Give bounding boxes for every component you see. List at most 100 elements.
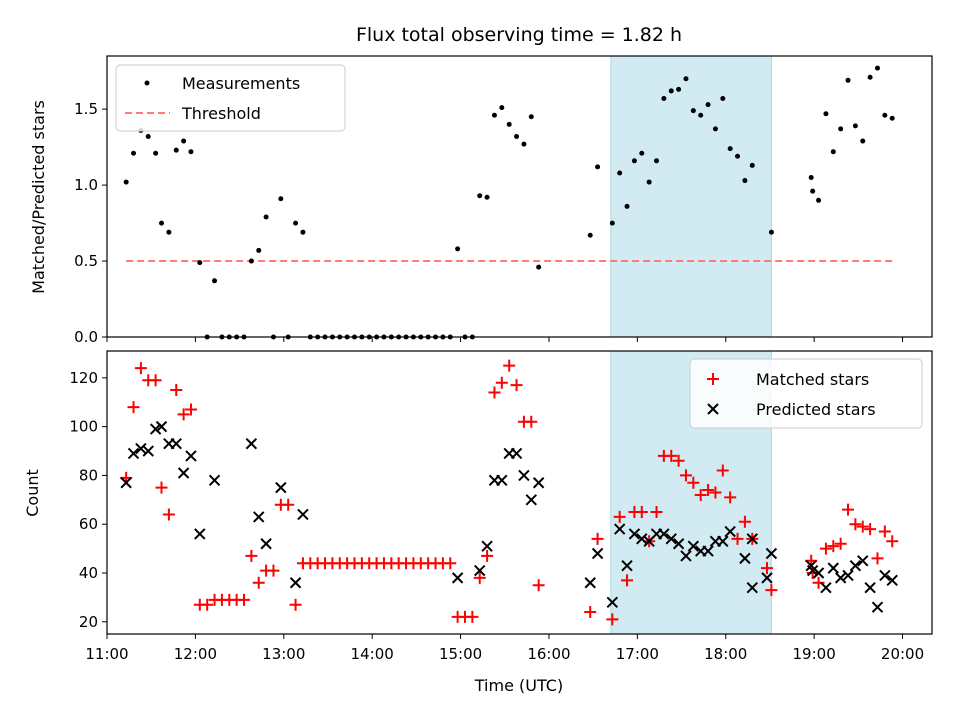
predicted-star-point bbox=[155, 420, 168, 433]
measurement-point bbox=[661, 96, 667, 102]
matched-star-point bbox=[289, 598, 302, 611]
legend-matched-label: Matched stars bbox=[756, 370, 869, 389]
predicted-star-point bbox=[510, 447, 523, 460]
measurement-point bbox=[131, 150, 137, 156]
matched-star-point bbox=[849, 518, 862, 531]
bottom-legend-box bbox=[689, 358, 923, 429]
measurement-point bbox=[810, 188, 816, 194]
predicted-star-point bbox=[886, 574, 898, 587]
legend-threshold-label: Threshold bbox=[181, 104, 261, 123]
matched-star-point bbox=[201, 598, 214, 611]
matched-star-point bbox=[481, 549, 494, 562]
measurement-point bbox=[248, 258, 254, 264]
matched-star-point bbox=[621, 574, 634, 587]
measurement-point bbox=[874, 65, 880, 71]
predicted-star-point bbox=[746, 581, 758, 594]
predicted-star-point bbox=[765, 547, 778, 560]
measurement-point bbox=[484, 194, 490, 200]
measurement-point bbox=[823, 111, 829, 117]
measurement-point bbox=[477, 193, 483, 199]
predicted-star-point bbox=[849, 559, 862, 572]
predicted-star-point bbox=[834, 572, 847, 584]
measurement-point bbox=[145, 134, 151, 140]
legend-measurements-marker bbox=[144, 80, 150, 86]
measurement-point bbox=[712, 126, 718, 132]
predicted-star-point bbox=[702, 545, 714, 557]
predicted-star-point bbox=[665, 533, 677, 545]
predicted-star-point bbox=[496, 474, 508, 487]
matched-star-point bbox=[665, 449, 678, 462]
predicted-star-point bbox=[120, 477, 132, 489]
matched-star-point bbox=[834, 537, 847, 550]
matched-star-point bbox=[806, 567, 819, 580]
predicted-star-point bbox=[591, 547, 604, 560]
matched-star-point bbox=[238, 593, 251, 606]
measurement-point bbox=[860, 138, 866, 144]
measurement-point bbox=[631, 158, 637, 164]
legend-predicted-marker bbox=[707, 403, 719, 415]
matched-star-point bbox=[282, 498, 295, 511]
measurement-point bbox=[166, 229, 172, 235]
y-tick-label: 1.5 bbox=[74, 100, 98, 118]
predicted-star-point bbox=[245, 437, 258, 450]
y-tick-label: 0.0 bbox=[74, 328, 98, 346]
measurement-point bbox=[705, 102, 711, 108]
measurement-point bbox=[587, 232, 593, 238]
matched-star-point bbox=[525, 415, 538, 428]
predicted-star-point bbox=[170, 437, 182, 450]
predicted-star-point bbox=[658, 528, 670, 540]
matched-star-point bbox=[765, 584, 778, 597]
x-tick-label: 19:00 bbox=[793, 645, 836, 663]
measurement-point bbox=[668, 88, 674, 94]
measurement-point bbox=[646, 179, 652, 185]
observing-window-shade bbox=[610, 55, 772, 338]
matched-star-point bbox=[473, 571, 486, 584]
matched-star-point bbox=[532, 579, 545, 592]
measurement-point bbox=[153, 150, 159, 156]
measurement-point bbox=[720, 96, 726, 102]
measurement-point bbox=[173, 147, 179, 153]
predicted-star-point bbox=[177, 467, 190, 479]
predicted-star-point bbox=[879, 569, 891, 582]
y-tick-label: 1.0 bbox=[74, 176, 98, 194]
measurement-point bbox=[867, 74, 873, 80]
matched-star-point bbox=[184, 403, 197, 416]
y-tick-label: 60 bbox=[79, 515, 98, 533]
predicted-star-point bbox=[518, 469, 530, 482]
measurement-point bbox=[278, 196, 284, 202]
predicted-star-point bbox=[871, 601, 884, 613]
bottom-y-axis-label: Count bbox=[23, 469, 42, 517]
predicted-star-point bbox=[812, 567, 825, 579]
matched-star-point bbox=[672, 454, 685, 467]
matched-star-point bbox=[724, 491, 737, 504]
legend-predicted-label: Predicted stars bbox=[756, 400, 876, 419]
matched-star-point bbox=[606, 613, 619, 626]
y-tick-label: 20 bbox=[79, 613, 98, 631]
measurement-point bbox=[654, 158, 660, 164]
predicted-star-point bbox=[142, 445, 154, 457]
predicted-star-point bbox=[532, 477, 545, 489]
matched-star-point bbox=[716, 464, 729, 477]
predicted-star-point bbox=[297, 508, 309, 521]
predicted-star-point bbox=[717, 535, 729, 548]
measurement-point bbox=[455, 246, 461, 252]
matched-star-point bbox=[709, 486, 722, 499]
legend-matched-marker bbox=[707, 373, 719, 385]
matched-star-point bbox=[812, 576, 825, 589]
measurement-point bbox=[263, 214, 269, 220]
measurement-point bbox=[838, 126, 844, 132]
measurement-point bbox=[690, 108, 696, 114]
measurement-point bbox=[197, 260, 203, 266]
y-tick-label: 120 bbox=[69, 369, 98, 387]
matched-star-point bbox=[731, 532, 744, 545]
matched-star-point bbox=[488, 386, 501, 399]
measurement-point bbox=[676, 86, 682, 92]
measurement-point bbox=[514, 134, 520, 140]
measurement-point bbox=[609, 220, 615, 226]
y-tick-label: 40 bbox=[79, 564, 98, 582]
measurement-point bbox=[882, 112, 888, 118]
matched-star-point bbox=[827, 540, 840, 553]
x-tick-label: 11:00 bbox=[85, 645, 128, 663]
measurement-point bbox=[300, 229, 306, 235]
